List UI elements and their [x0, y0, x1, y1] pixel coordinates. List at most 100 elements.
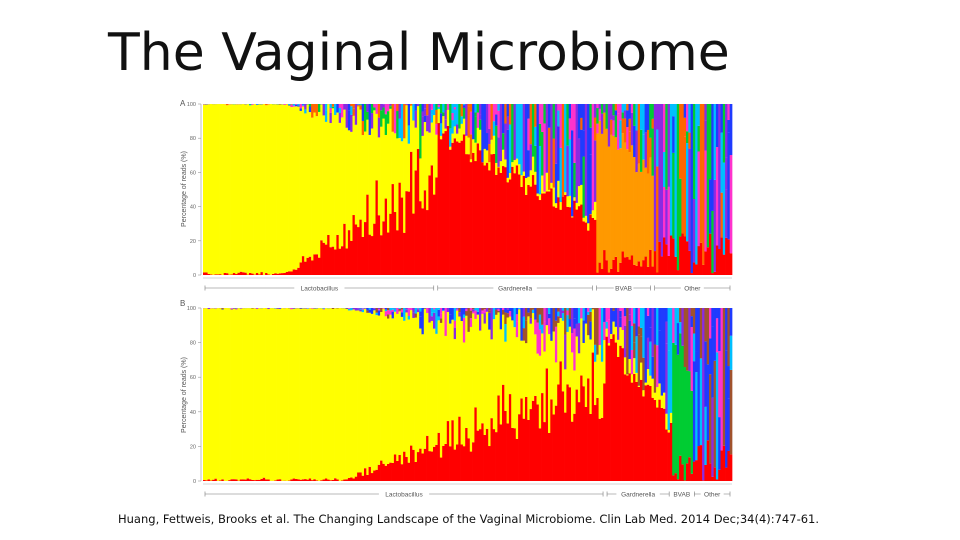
bar-segment-other [538, 104, 542, 124]
bar-segment-gardnerella [334, 478, 337, 481]
bar-segment-gardnerella [207, 273, 211, 275]
bar-segment-other [554, 163, 558, 204]
bar-segment-lactobacillus [469, 159, 473, 163]
bar-segment-lactobacillus [260, 104, 264, 273]
bar-segment-lactobacillus [205, 308, 208, 481]
bar-segment-lactobacillus [462, 342, 466, 447]
bar-segment-other [444, 104, 448, 110]
bar-segment-lactobacillus [382, 118, 386, 222]
bar-segment-other [398, 112, 402, 119]
bar-segment-gardnerella [594, 405, 597, 481]
bar-segment-bvab [596, 133, 599, 273]
bar-segment-lactobacillus [373, 110, 376, 224]
bar-segment-gardnerella [410, 445, 413, 481]
bar-segment-other [715, 308, 719, 319]
bar-segment-other [658, 308, 662, 331]
bar-segment-other [410, 308, 413, 311]
bar-segment-lactobacillus [472, 139, 475, 153]
bar-segment-lactobacillus [216, 104, 220, 275]
bar-segment-lactobacillus [370, 128, 374, 237]
bar-segment-gardnerella [699, 242, 703, 275]
bar-segment-lactobacillus [545, 172, 549, 192]
bar-segment-gardnerella [607, 345, 611, 481]
bar-segment-other [527, 312, 530, 317]
bar-segment-lactobacillus [359, 311, 363, 473]
bar-segment-lactobacillus [253, 308, 257, 481]
bar-segment-other [534, 319, 537, 335]
bar-segment-other [221, 308, 225, 309]
bar-segment-gardnerella [334, 249, 337, 275]
bar-segment-gardnerella [683, 236, 687, 275]
bar-segment-lactobacillus [515, 337, 519, 439]
bar-segment-lactobacillus [251, 308, 254, 480]
bar-segment-gardnerella [239, 271, 243, 275]
bar-segment-other [525, 104, 528, 179]
bar-segment-gardnerella [548, 433, 551, 481]
bar-segment-lactobacillus [262, 104, 266, 275]
bar-segment-lactobacillus [564, 369, 567, 413]
bar-segment-other [398, 308, 402, 311]
bar-segment-other [589, 127, 593, 155]
bar-segment-other [419, 104, 422, 159]
bar-segment-lactobacillus [387, 123, 390, 233]
bar-segment-other [709, 308, 712, 339]
bar-segment-other [527, 308, 530, 311]
bar-segment-gardnerella [361, 475, 365, 481]
bar-segment-gardnerella [476, 143, 480, 275]
bar-segment-lactobacillus [292, 106, 296, 270]
bar-segment-other [485, 104, 489, 134]
bar-segment-other [366, 310, 369, 313]
bar-segment-lactobacillus [329, 308, 333, 481]
bar-segment-gardnerella [504, 167, 507, 275]
bar-segment-lactobacillus [315, 308, 319, 481]
bar-segment-gardnerella [329, 480, 333, 481]
bar-segment-lactobacillus [304, 113, 307, 262]
bar-segment-gardnerella [278, 479, 282, 481]
bar-segment-gardnerella [617, 271, 620, 275]
bar-segment-lactobacillus [242, 308, 245, 480]
bar-segment-other [396, 111, 399, 139]
bar-segment-other [485, 308, 489, 312]
bar-segment-other [720, 192, 724, 238]
bar-segment-other [697, 308, 701, 447]
bar-segment-other [502, 104, 505, 134]
bar-segment-gardnerella [485, 428, 489, 481]
bar-segment-lactobacillus [207, 308, 211, 480]
bar-segment-other [525, 308, 528, 321]
group-label: BVAB [673, 491, 690, 498]
bar-segment-other [621, 112, 625, 119]
bar-segment-bvab [672, 342, 675, 476]
bar-segment-lactobacillus [276, 104, 280, 274]
bar-segment-other [596, 308, 599, 355]
bar-segment-lactobacillus [380, 311, 383, 461]
bar-segment-other [589, 311, 593, 322]
bar-segment-lactobacillus [573, 197, 576, 201]
bar-segment-gardnerella [692, 461, 696, 481]
bar-segment-other [729, 369, 733, 455]
bar-segment-gardnerella [444, 131, 448, 275]
bar-segment-gardnerella [458, 142, 461, 275]
bar-segment-other [449, 308, 452, 315]
bar-segment-lactobacillus [508, 173, 512, 180]
bar-segment-other [612, 310, 616, 322]
bar-segment-lactobacillus [391, 318, 395, 463]
bar-segment-other [580, 129, 583, 185]
bar-segment-other [571, 104, 574, 131]
bar-segment-lactobacillus [479, 330, 482, 430]
y-tick-label: 60 [190, 170, 196, 176]
bar-segment-other [640, 308, 643, 328]
bar-segment-other [649, 137, 652, 158]
bar-segment-other [382, 308, 386, 309]
bar-segment-lactobacillus [481, 313, 484, 424]
bar-segment-gardnerella [706, 440, 710, 481]
bar-segment-other [534, 145, 537, 172]
bar-segment-other [635, 130, 639, 173]
panel-a-group-axis: Lactobacillus Gardnerella BVAB Other [203, 277, 732, 292]
bar-segment-other [699, 308, 703, 359]
bar-segment-other [640, 104, 643, 130]
bar-segment-other [690, 327, 694, 391]
bar-segment-other [644, 308, 648, 383]
bar-segment-gardnerella [416, 452, 420, 481]
bar-segment-lactobacillus [398, 137, 402, 183]
bar-segment-other [350, 106, 353, 115]
